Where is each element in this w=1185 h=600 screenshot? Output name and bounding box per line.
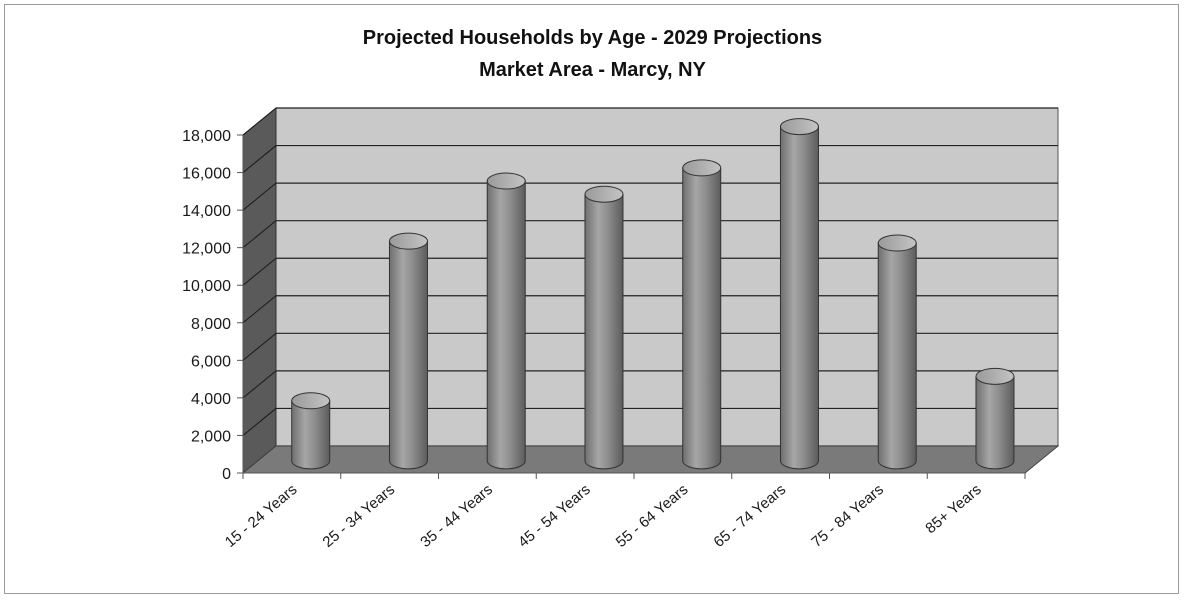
y-tick-label: 10,000 [182,278,231,295]
bar [779,118,819,470]
bar [877,234,917,470]
chart-subtitle: Market Area - Marcy, NY [479,59,706,81]
x-tick-label: 75 - 84 Years [808,481,887,551]
y-tick-label: 18,000 [182,128,231,145]
bar-cap [291,392,331,410]
x-tick-label: 85+ Years [922,481,984,537]
bar-cap [584,185,624,203]
gridline-side [242,182,277,211]
y-tick-label: 16,000 [182,166,231,183]
bar [388,232,428,470]
y-tick-label: 0 [222,466,231,483]
chart-floor [241,445,1060,474]
bar-cap [388,232,428,250]
chart-title: Projected Households by Age - 2029 Proje… [362,27,823,49]
x-tick-label: 25 - 34 Years [320,481,399,551]
x-tick-label: 15 - 24 Years [222,481,301,551]
x-tick-label: 55 - 64 Years [613,481,692,551]
y-tick-label: 14,000 [182,203,231,220]
bar-body [584,193,624,470]
bar-body [682,167,722,470]
gridline-side [242,408,277,436]
bar [975,367,1015,470]
y-tick-label: 8,000 [191,316,231,333]
bar-cap [779,118,819,136]
gridline-side [242,332,277,361]
bar-body [388,240,428,470]
gridline-side [242,370,277,399]
gridline-side [242,145,277,173]
bar [682,159,722,470]
y-tick-label: 4,000 [191,391,231,408]
bar [291,392,331,470]
bar-cap [975,367,1015,385]
bar-body [975,375,1015,470]
bar-body [486,180,526,470]
y-tick-label: 12,000 [182,241,231,258]
bar-body [877,242,917,470]
bar-cap [877,234,917,252]
bar [584,185,624,470]
gridline-side [242,295,277,324]
bar-body [779,126,819,470]
y-tick-label: 2,000 [191,428,231,445]
gridline-side [242,220,277,249]
bar [486,172,526,470]
bar-cap [486,172,526,190]
bar-cap [682,159,722,177]
x-tick-label: 65 - 74 Years [711,481,790,551]
side-wall [242,106,277,475]
x-tick-label: 35 - 44 Years [417,481,496,551]
x-tick-label: 45 - 54 Years [515,481,594,551]
bar-body [291,400,331,470]
gridline-side [242,257,277,286]
gridline-side [242,107,277,136]
y-tick-label: 6,000 [191,353,231,370]
